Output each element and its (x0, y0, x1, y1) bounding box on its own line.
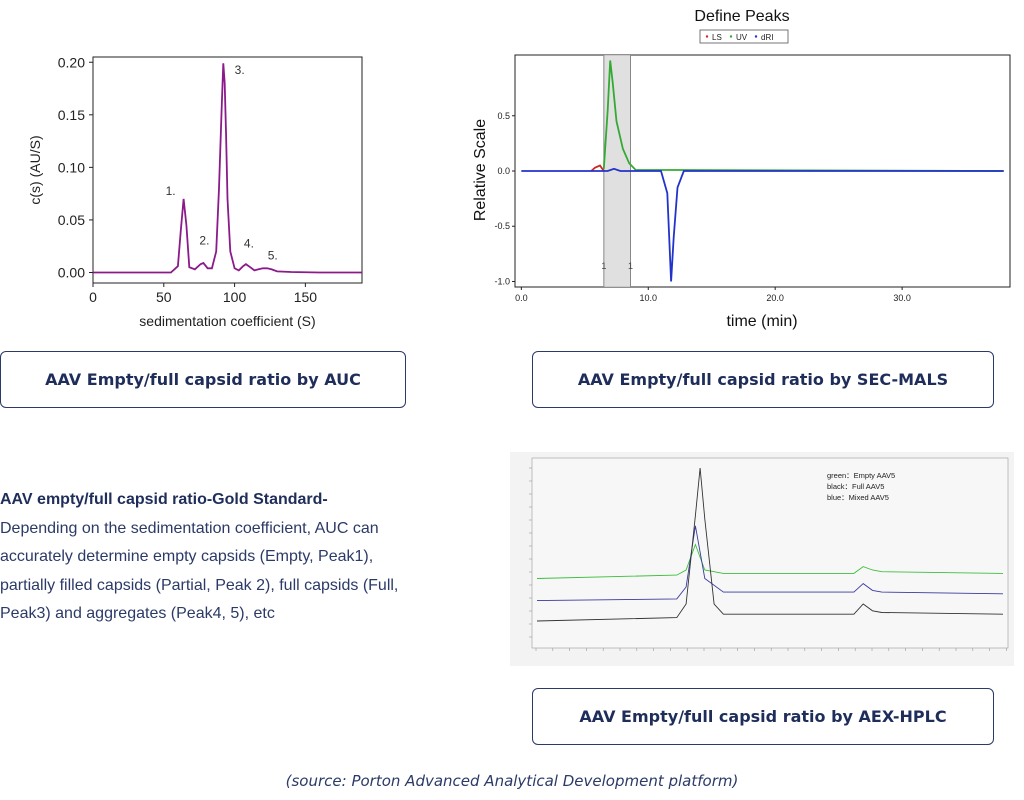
auc-peak-annotation: 2. (199, 233, 209, 247)
sec-y-tick-label: -0.5 (494, 221, 510, 231)
sec-legend-label: dRI (761, 33, 773, 42)
sec-x-tick-label: 0.0 (515, 293, 528, 303)
sec-mals-caption: AAV Empty/full capsid ratio by SEC-MALS (577, 370, 949, 389)
sec-legend-marker (754, 35, 758, 38)
aex-hplc-caption-box: AAV Empty/full capsid ratio by AEX-HPLC (532, 688, 994, 745)
sec-mals-chart: Define Peaks LS UV dRI 1 1 0.5 0.0 -0.5 -1.0 0.0 10… (460, 0, 1024, 340)
description-block: AAV empty/full capsid ratio-Gold Standar… (0, 486, 420, 629)
auc-peak-annotation: 5. (268, 249, 278, 263)
auc-y-tick-label: 0.10 (58, 159, 85, 175)
aex-legend-entry: black：Full AAV5 (827, 482, 884, 491)
auc-y-tick-label: 0.05 (58, 212, 85, 228)
aex-plot-frame (531, 457, 1009, 649)
sec-x-tick-label: 10.0 (640, 293, 658, 303)
aex-series-line (536, 467, 1004, 622)
auc-peak-annotation: 1. (166, 184, 176, 198)
sec-y-tick-label: 0.0 (497, 166, 510, 176)
sec-mals-caption-box: AAV Empty/full capsid ratio by SEC-MALS (532, 351, 994, 408)
sec-series-ls-line (590, 164, 605, 172)
aex-legend-entry: green：Empty AAV5 (827, 471, 895, 480)
auc-x-tick-label: 0 (89, 289, 97, 305)
auc-plot-frame (92, 56, 363, 284)
sec-legend-label: UV (736, 33, 748, 42)
sec-x-tick-label: 20.0 (766, 293, 784, 303)
aex-series-line (536, 525, 1004, 602)
aex-hplc-caption: AAV Empty/full capsid ratio by AEX-HPLC (579, 707, 947, 726)
sec-series-dri-line (521, 167, 1004, 282)
auc-peak-annotation: 4. (244, 236, 254, 250)
sec-legend-box (699, 29, 789, 44)
sec-y-tick-label: 0.5 (497, 111, 510, 121)
sec-mals-chart-svg: Define Peaks LS UV dRI 1 1 0.5 0.0 -0.5 -1.0 0.0 10… (472, 8, 1011, 330)
auc-y-axis-label: c(s) (AU/S) (27, 135, 43, 204)
auc-x-tick-label: 150 (294, 289, 318, 305)
sec-legend-marker (705, 35, 709, 38)
sec-region-marker: 1 (601, 261, 606, 271)
aex-series-line (536, 543, 1004, 579)
auc-caption-box: AAV Empty/full capsid ratio by AUC (0, 351, 406, 408)
auc-x-tick-label: 50 (156, 289, 172, 305)
auc-series-line (93, 63, 362, 274)
source-note: (source: Porton Advanced Analytical Deve… (285, 772, 739, 790)
sec-x-tick-label: 30.0 (893, 293, 911, 303)
auc-x-tick-label: 100 (223, 289, 247, 305)
sec-legend-label: LS (712, 33, 722, 42)
aex-hplc-chart-svg: green：Empty AAV5 black：Full AAV5 blue：Mixe… (510, 452, 1014, 666)
auc-peak-annotation: 3. (235, 63, 245, 77)
auc-chart: 0 50 100 150 0.00 0.05 0.10 0.15 0.20 sedimentati… (0, 0, 380, 340)
sec-region-marker: 1 (628, 261, 633, 271)
auc-y-tick-label: 0.15 (58, 107, 85, 123)
aex-hplc-chart: green：Empty AAV5 black：Full AAV5 blue：Mixe… (510, 452, 1014, 666)
sec-y-axis-label: Relative Scale (472, 119, 489, 221)
auc-y-tick-label: 0.00 (58, 264, 85, 280)
sec-chart-title: Define Peaks (694, 8, 789, 25)
sec-legend-marker (729, 35, 733, 38)
description-body: Depending on the sedimentation coefficie… (0, 519, 399, 623)
aex-legend-entry: blue：Mixed AAV5 (827, 493, 889, 502)
sec-x-axis-label: time (min) (726, 313, 797, 330)
auc-x-axis-label: sedimentation coefficient (S) (139, 313, 315, 329)
auc-caption: AAV Empty/full capsid ratio by AUC (45, 370, 361, 389)
auc-chart-svg: 0 50 100 150 0.00 0.05 0.10 0.15 0.20 sedimentati… (27, 54, 363, 329)
sec-series-uv-line (602, 60, 1004, 172)
auc-y-tick-label: 0.20 (58, 54, 85, 70)
description-title: AAV empty/full capsid ratio-Gold Standar… (0, 491, 328, 508)
sec-y-tick-label: -1.0 (494, 276, 510, 286)
